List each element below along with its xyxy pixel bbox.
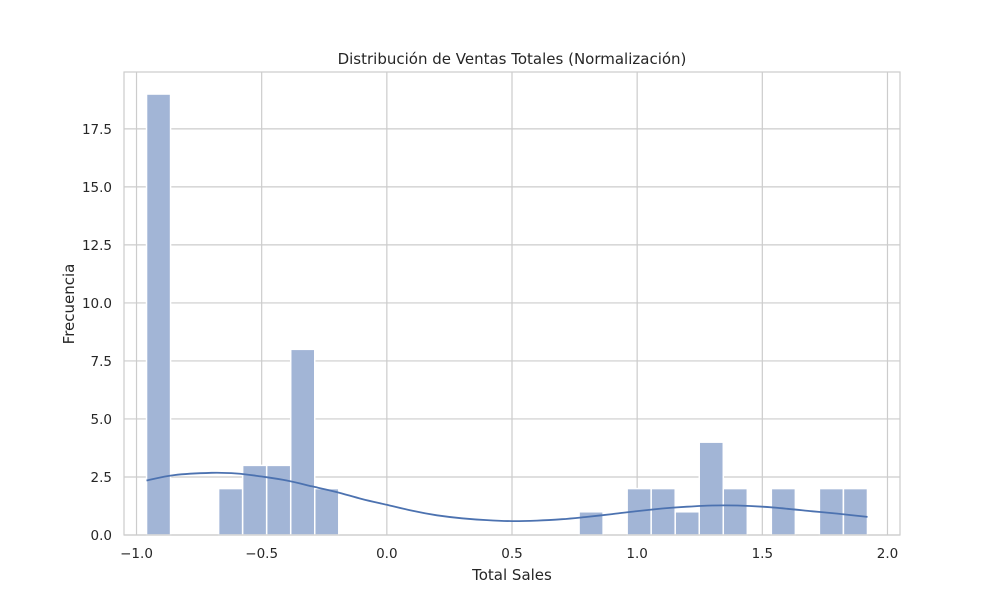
plot-frame (123, 71, 901, 536)
x-tick-label-1: −0.5 (245, 546, 278, 562)
histogram-bar-7 (313, 487, 340, 536)
y-tick-label-5: 12.5 (82, 238, 112, 254)
histogram-bar-29 (842, 487, 869, 536)
kde-curve (146, 471, 868, 523)
y-tick-label-2: 5.0 (91, 412, 112, 428)
histogram-bar-6 (289, 348, 316, 536)
y-tick-label-0: 0.0 (91, 528, 112, 544)
histogram-bar-4 (241, 464, 268, 536)
x-tick-label-2: 0.0 (376, 546, 397, 562)
x-tick-label-0: −1.0 (120, 546, 153, 562)
x-tick-label-5: 1.5 (752, 546, 773, 562)
chart-title: Distribución de Ventas Totales (Normaliz… (338, 50, 687, 68)
histogram-bar-0 (145, 93, 172, 536)
histogram-bar-22 (674, 511, 700, 536)
histogram-bar-26 (770, 487, 797, 536)
y-tick-label-4: 10.0 (82, 296, 112, 312)
histogram-bar-5 (265, 464, 292, 536)
y-tick-label-7: 17.5 (82, 122, 112, 138)
x-tick-label-3: 0.5 (501, 546, 522, 562)
histogram-bar-21 (650, 487, 676, 536)
y-tick-label-6: 15.0 (82, 180, 112, 196)
x-tick-label-4: 1.0 (626, 546, 647, 562)
histogram-bar-23 (698, 441, 725, 536)
y-tick-label-3: 7.5 (91, 354, 112, 370)
histogram-bar-24 (722, 487, 749, 536)
x-axis-ticks: −1.0 −0.5 0.0 0.5 1.0 1.5 2.0 (120, 546, 898, 562)
x-axis-label: Total Sales (471, 566, 552, 584)
histogram-bars (145, 93, 869, 536)
histogram-bar-3 (217, 487, 244, 536)
y-axis-label: Frecuencia (60, 264, 78, 345)
y-tick-label-1: 2.5 (91, 470, 112, 486)
y-axis-ticks: 0.0 2.5 5.0 7.5 10.0 12.5 15.0 17.5 (82, 122, 112, 544)
x-tick-label-6: 2.0 (877, 546, 898, 562)
grid-lines (124, 72, 900, 536)
